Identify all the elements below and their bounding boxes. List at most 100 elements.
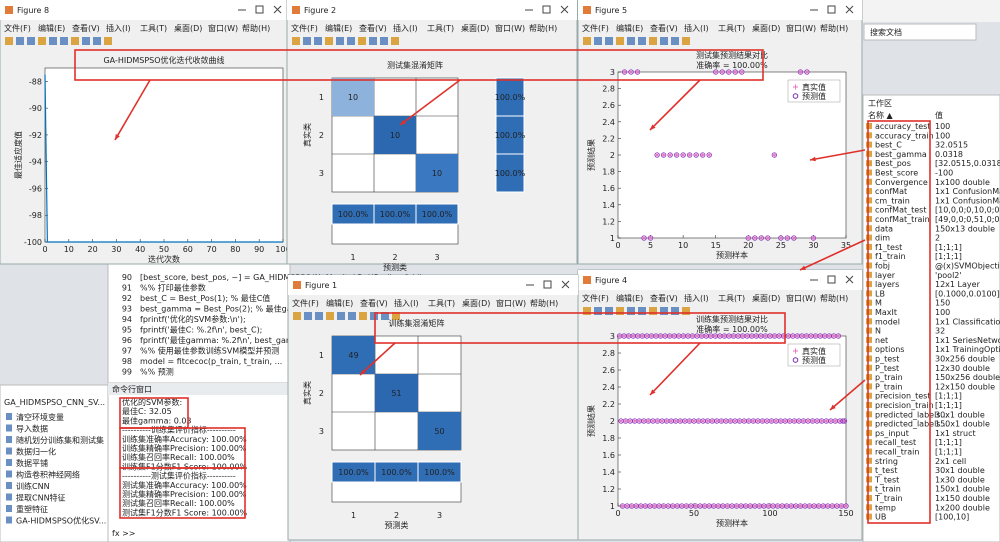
file-icon <box>6 516 12 524</box>
tool-icon[interactable] <box>38 37 46 45</box>
tool-icon[interactable] <box>682 307 690 315</box>
tool-icon[interactable] <box>594 37 602 45</box>
tool-icon[interactable] <box>104 37 112 45</box>
y-tick-label: 2 <box>610 151 615 160</box>
tool-icon[interactable] <box>682 37 690 45</box>
tool-icon[interactable] <box>369 37 377 45</box>
true-marker <box>826 333 832 339</box>
true-marker <box>633 503 639 509</box>
tool-icon[interactable] <box>381 312 389 320</box>
tool-icon[interactable] <box>660 37 668 45</box>
var-icon <box>866 439 872 446</box>
close[interactable] <box>273 5 282 14</box>
search-box[interactable] <box>863 23 977 41</box>
tool-icon[interactable] <box>638 307 646 315</box>
x-tick-label: 30 <box>111 245 121 254</box>
true-marker <box>708 333 714 339</box>
annotation-arrow <box>359 342 396 376</box>
tool-icon[interactable] <box>358 37 366 45</box>
tool-icon[interactable] <box>325 37 333 45</box>
pred-marker <box>804 69 810 75</box>
pred-marker <box>687 152 693 158</box>
tool-icon[interactable] <box>649 37 657 45</box>
tool-icon[interactable] <box>359 312 367 320</box>
var-value: 0.0318 <box>935 150 963 159</box>
tool-icon[interactable] <box>314 37 322 45</box>
tool-icon[interactable] <box>392 312 400 320</box>
close[interactable] <box>845 5 854 14</box>
annotation-box <box>119 467 246 519</box>
close[interactable] <box>561 280 570 289</box>
tool-icon[interactable] <box>671 307 679 315</box>
true-marker <box>694 333 700 339</box>
var-value: 2x1 cell <box>935 457 966 466</box>
tool-icon[interactable] <box>292 37 300 45</box>
tool-icon[interactable] <box>293 312 301 320</box>
tool-icon[interactable] <box>82 37 90 45</box>
var-name: T_train <box>874 494 903 503</box>
menu-item: 文件(F) <box>291 23 318 33</box>
var-value: 1x1 Classification... <box>935 317 1000 326</box>
tool-icon[interactable] <box>27 37 35 45</box>
y-class-label: 1 <box>319 351 324 360</box>
tool-icon[interactable] <box>16 37 24 45</box>
tool-icon[interactable] <box>303 37 311 45</box>
close[interactable] <box>845 275 854 284</box>
true-marker <box>680 333 686 339</box>
var-icon <box>866 476 872 483</box>
tool-icon[interactable] <box>594 307 602 315</box>
true-marker <box>729 503 735 509</box>
tool-icon[interactable] <box>337 312 345 320</box>
true-marker <box>727 418 733 424</box>
var-name: options <box>875 345 904 354</box>
tool-icon[interactable] <box>93 37 101 45</box>
tool-icon[interactable] <box>583 307 591 315</box>
tool-icon[interactable] <box>616 307 624 315</box>
window-title: Figure 5 <box>595 6 627 15</box>
maximize[interactable] <box>542 5 551 14</box>
true-marker <box>629 503 635 509</box>
tool-icon[interactable] <box>649 307 657 315</box>
tool-icon[interactable] <box>660 307 668 315</box>
tool-icon[interactable] <box>671 37 679 45</box>
tool-icon[interactable] <box>627 307 635 315</box>
tool-icon[interactable] <box>5 37 13 45</box>
close[interactable] <box>560 5 569 14</box>
maximize[interactable] <box>827 5 836 14</box>
true-marker <box>653 333 659 339</box>
menu-item: 桌面(D) <box>462 298 490 308</box>
pred-marker <box>647 235 654 241</box>
tool-icon[interactable] <box>49 37 57 45</box>
var-icon <box>866 364 872 371</box>
true-marker <box>799 333 805 339</box>
var-icon <box>866 318 872 325</box>
x-axis-label: 预测样本 <box>716 250 748 260</box>
maximize[interactable] <box>827 275 836 284</box>
y-tick-label: 1 <box>610 502 615 511</box>
tool-icon[interactable] <box>370 312 378 320</box>
maximize[interactable] <box>543 280 552 289</box>
maximize[interactable] <box>255 5 264 14</box>
tool-icon[interactable] <box>627 37 635 45</box>
menu-item: 工具(T) <box>140 24 167 33</box>
workspace-header: 值 <box>935 110 943 120</box>
tool-icon[interactable] <box>380 37 388 45</box>
tool-icon[interactable] <box>616 37 624 45</box>
tool-icon[interactable] <box>326 312 334 320</box>
file-icon <box>6 413 12 420</box>
tool-icon[interactable] <box>348 312 356 320</box>
true-marker <box>699 333 705 339</box>
tool-icon[interactable] <box>336 37 344 45</box>
true-marker <box>787 418 793 424</box>
tool-icon[interactable] <box>605 37 613 45</box>
tool-icon[interactable] <box>638 37 646 45</box>
tool-icon[interactable] <box>60 37 68 45</box>
tool-icon[interactable] <box>315 312 323 320</box>
tool-icon[interactable] <box>605 307 613 315</box>
tool-icon[interactable] <box>391 37 399 45</box>
tool-icon[interactable] <box>304 312 312 320</box>
pred-marker <box>778 235 784 241</box>
tool-icon[interactable] <box>583 37 591 45</box>
tool-icon[interactable] <box>71 37 79 45</box>
tool-icon[interactable] <box>347 37 355 45</box>
